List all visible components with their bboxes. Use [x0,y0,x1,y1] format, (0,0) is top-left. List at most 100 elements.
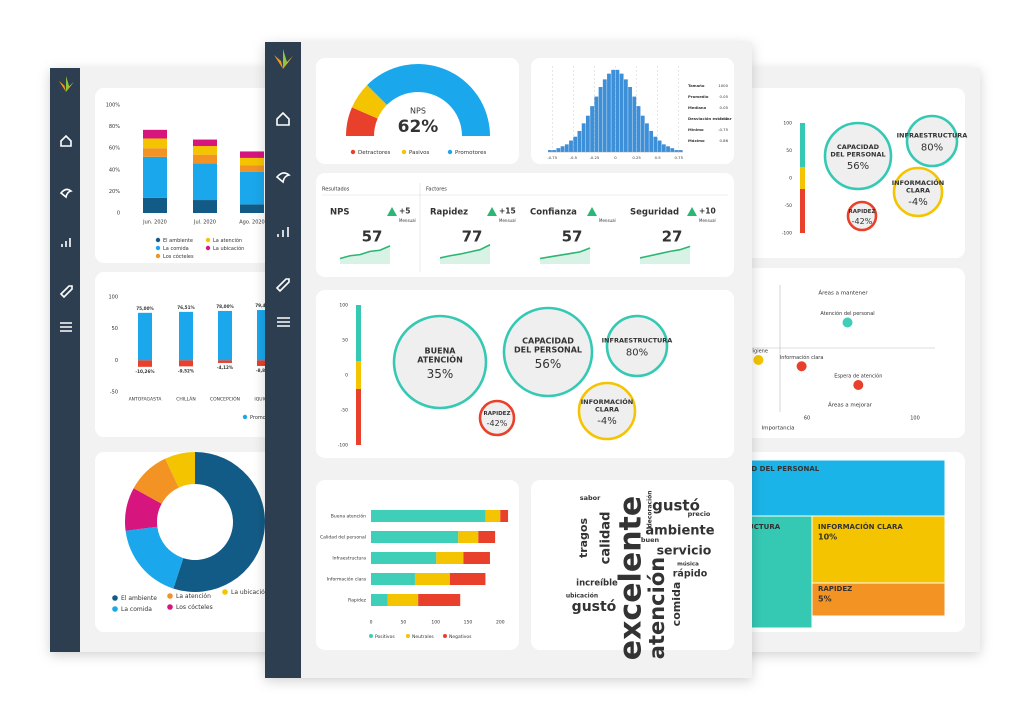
bubble-label: INFRAESTRUCTURA [602,337,673,345]
bar-segment [143,156,167,198]
bar-segment [143,148,167,157]
metric-name: Rapidez [430,208,468,218]
y-tick-label: 0 [789,176,792,182]
y-tick-label: 50 [112,326,118,332]
y-tick-label: 20% [109,189,120,195]
bar-segment [371,594,388,606]
y-tick-label: Rapidez [348,598,367,604]
word: sabor [580,494,601,502]
data-label: 76,51% [177,305,195,310]
bar-segment [240,171,264,205]
bird-icon[interactable] [275,172,291,184]
donut-slice [125,488,162,531]
donut-slice [133,458,179,504]
histogram-bar [564,144,569,152]
bubble-value: -4% [597,416,616,427]
histogram-bar [674,150,679,152]
histogram-bar [636,106,641,152]
data-label: 79,41% [255,303,273,308]
legend-dot [350,149,356,155]
sparkline-area [440,244,490,264]
x-tick-label: ANTOFAGASTA [129,397,163,403]
histogram-bar [590,106,595,152]
tag-icon[interactable] [59,285,73,299]
y-tick-label: -100 [782,231,792,237]
legend-label: La atención [176,593,211,600]
gauge-title: NPS [410,107,426,116]
bar-segment [458,531,479,543]
histogram-bar [552,150,557,152]
x-tick-label: 0.25 [632,155,641,160]
scale-band [800,167,805,189]
legend-dot [406,634,410,638]
word: precio [688,510,711,518]
legend-dot [369,634,373,638]
legend-label: La ubicación [213,245,244,252]
y-tick-label: 80% [109,124,120,130]
period-label: Mensual [499,218,516,223]
home-icon[interactable] [276,111,290,126]
histogram-bar [585,115,590,152]
tag-icon[interactable] [275,278,290,293]
bar-segment [240,165,264,172]
word: calidad [599,512,614,565]
card [316,173,734,277]
bar [138,360,152,367]
bar-segment [449,573,486,585]
word: atención [645,557,669,659]
x-tick-label: -0.75 [547,155,557,160]
y-tick-label: 0 [117,211,120,217]
y-tick-label: 40% [109,167,120,173]
histogram-bar [653,136,658,152]
word: buen [641,536,660,544]
x-tick-label: IQUIQUE [254,397,273,403]
x-tick-label: 0.5 [655,155,662,160]
quadrant-label: Áreas a mejorar [828,402,873,409]
point [753,355,764,365]
chart-icon[interactable] [61,238,71,247]
bubble-value: -42% [487,419,508,428]
bubble [577,381,637,441]
settings-icon[interactable] [60,322,72,332]
x-tick-label: 0.75 [675,155,684,160]
histogram-bar [602,79,607,152]
scale-band [356,389,361,445]
bubble [905,114,959,168]
bar-segment [240,157,264,166]
y-tick-label: 0 [115,358,118,364]
y-tick-label: 50 [342,338,348,344]
treemap-label: INFORMACIÓN CLARA [818,522,903,531]
bubble-value: 35% [427,367,454,381]
sparkline [339,245,391,260]
histogram-bar [598,87,603,152]
scale-band [800,189,805,233]
card [316,480,519,650]
x-tick-label: 200 [496,620,505,626]
chart-icon[interactable] [277,227,289,237]
legend-label: La comida [121,606,152,613]
word: gustó [652,497,700,515]
settings-icon[interactable] [277,317,290,327]
x-tick-label: Jul. 2020 [193,220,216,226]
front-page: Detractores Pasivos PromotoresNPS62%-0.75-… [265,42,752,678]
x-tick-label: 0 [370,620,373,626]
stat-label: Máximo [688,138,705,143]
card [531,480,734,650]
bubble-label: INFORMACIÓN [581,397,633,406]
x-tick-label: -0.25 [589,155,599,160]
stat-label: Promedio [688,94,709,99]
word: ubicación [566,593,598,600]
bar-segment [193,163,217,201]
y-tick-label: -50 [110,390,118,396]
y-tick-label: Infraestructura [332,556,366,562]
y-tick-label: Información clara [327,576,367,583]
x-axis-label: Importancia [761,426,794,432]
metric-name: Seguridad [630,208,679,218]
bird-icon[interactable] [59,188,73,199]
y-tick-label: 100 [108,295,118,301]
histogram-bar [623,79,628,152]
treemap-cell [720,459,946,517]
legend-label: La comida [163,246,189,252]
home-icon[interactable] [60,134,72,147]
legend-dot [447,149,453,155]
